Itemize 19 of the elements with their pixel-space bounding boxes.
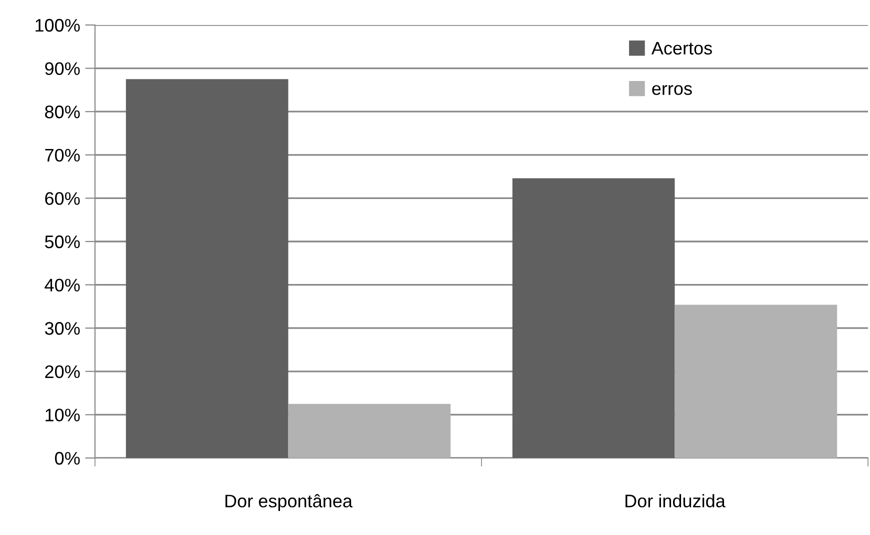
bar <box>288 404 451 458</box>
y-tick-label: 90% <box>45 62 80 76</box>
y-tick-label: 80% <box>45 106 80 118</box>
y-tick-label: 20% <box>45 365 80 378</box>
x-tick-label: Dor induzida <box>626 494 726 508</box>
y-tick-label: 60% <box>45 192 80 205</box>
y-tick-label: 0% <box>55 452 80 465</box>
bar <box>512 178 675 458</box>
bar <box>674 304 838 458</box>
y-tick-label: 10% <box>46 408 80 422</box>
y-tick-label: 30% <box>44 322 80 335</box>
bar <box>126 79 288 458</box>
legend-label: Acertos <box>651 42 712 55</box>
y-tick-label: 40% <box>44 278 80 292</box>
legend-label: erros <box>652 85 692 96</box>
y-tick-label: 100% <box>36 18 80 32</box>
y-tick-label: 70% <box>45 148 80 162</box>
x-tick-label: Dor espontânea <box>225 494 352 511</box>
y-tick-label: 50% <box>45 235 80 248</box>
